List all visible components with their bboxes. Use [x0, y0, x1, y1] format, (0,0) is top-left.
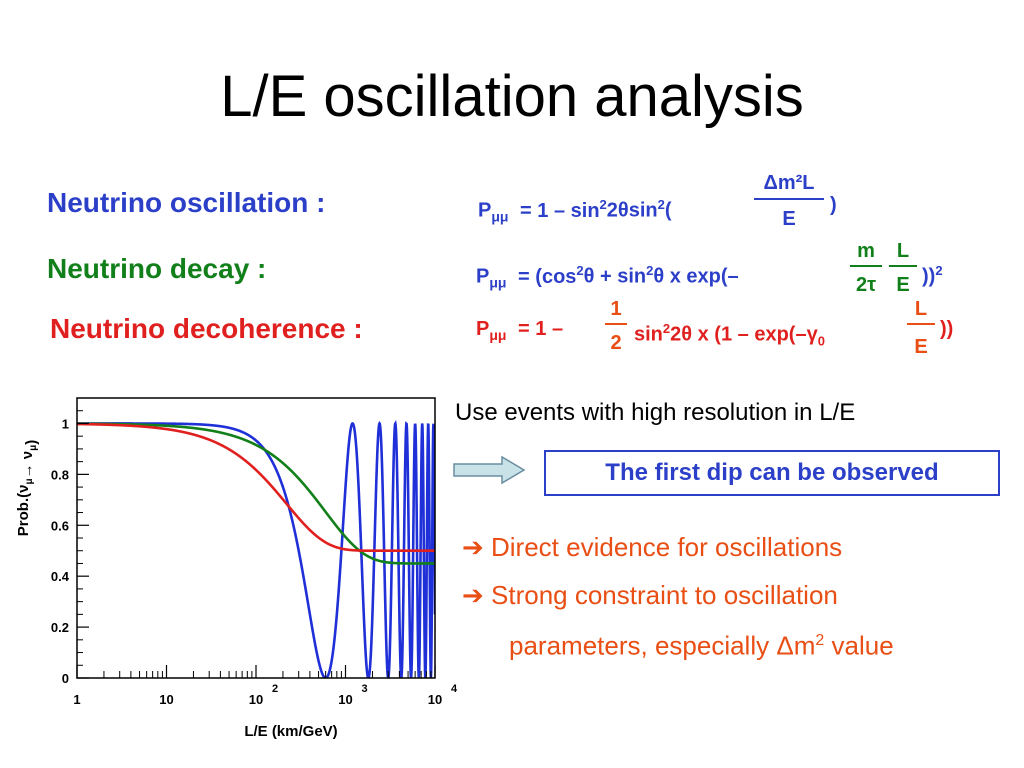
prob-subscript: μμ [489, 327, 507, 343]
formula-sup: 2 [599, 197, 607, 212]
decoherence-formula-close: )) [940, 318, 954, 340]
y-axis-label-part: μ [24, 478, 35, 484]
formula-part: = (cos [518, 265, 577, 288]
formula-part: 2θ x (1 – exp(–γ [670, 323, 818, 346]
y-axis-label-text: Prob.(νμ→ νμ) [15, 440, 40, 536]
decoherence-frac1-den: 2 [610, 332, 622, 354]
y-axis-label-part: ν [19, 451, 36, 459]
formula-sup: 2 [935, 263, 943, 278]
formula-part: sin [634, 323, 663, 346]
decay-frac1-den: 2τ [855, 274, 877, 296]
formula-part: = 1 – sin [520, 199, 600, 222]
y-tick-label: 0.6 [51, 518, 69, 533]
decay-frac2-den: E [896, 274, 910, 296]
x-tick-label: 10 [428, 692, 442, 707]
bullet-strong-constraint: ➔ Strong constraint to oscillation [462, 580, 838, 610]
bullet-strong-constraint-cont: parameters, especially Δm2 value [509, 626, 894, 661]
y-tick-label: 0.8 [51, 467, 69, 482]
y-tick-label: 0.2 [51, 620, 69, 635]
fraction-bar [850, 265, 882, 267]
formula-sup: 2 [657, 197, 665, 212]
x-tick-exponent: 3 [362, 683, 368, 695]
formula-part: )) [922, 265, 936, 288]
right-arrow-icon [453, 455, 526, 485]
x-tick-label: 10 [159, 692, 173, 707]
x-tick-exponent: 2 [272, 683, 278, 695]
formula-part: = 1 – [518, 318, 564, 340]
decay-formula-close: ))2 [922, 258, 943, 290]
bullet-direct-evidence: ➔ Direct evidence for oscillations [462, 532, 843, 562]
decay-formula: Pμμ = (cos2θ + sin2θ x exp(– [476, 258, 739, 296]
y-axis-label-part: μ [28, 445, 39, 451]
x-axis-label: L/E (km/GeV) [244, 723, 337, 740]
formula-sup: 2 [576, 263, 584, 278]
fraction-bar [889, 265, 917, 267]
fraction-bar [907, 323, 935, 325]
formula-part: θ + sin [583, 265, 647, 288]
oscillation-formula: Pμμ = 1 – sin22θsin2( [478, 192, 672, 230]
oscillation-frac-num: Δm²L [763, 172, 815, 194]
curve-decay [77, 422, 435, 565]
oscillation-frac-den: E [782, 208, 796, 230]
y-axis-label: Prob.(νμ→ νμ) [15, 440, 40, 536]
slide-title: L/E oscillation analysis [220, 64, 804, 129]
oscillation-formula-close: ) [830, 194, 837, 216]
y-tick-label: 0 [62, 671, 69, 686]
prob-subscript: μμ [491, 208, 509, 225]
decoherence-formula: Pμμ = 1 – [476, 316, 563, 348]
bullet-text: value [824, 630, 894, 661]
bullet-sup: 2 [815, 632, 825, 649]
formula-sup: 2 [662, 321, 671, 336]
probability-chart: 0 0.2 0.4 0.6 0.8 1 1 10 10 2 10 3 10 4 L/E (km/GeV) Pr… [15, 397, 458, 740]
prob-symbol: P [476, 318, 490, 340]
decoherence-frac2-num: L [914, 298, 928, 320]
x-tick-label: 10 [249, 692, 263, 707]
prob-symbol: P [476, 265, 490, 288]
x-tick-exponent: 4 [451, 683, 458, 695]
first-dip-box: The first dip can be observed [544, 450, 1000, 496]
decay-label: Neutrino decay : [47, 253, 267, 284]
y-axis-label-part: → [19, 459, 36, 478]
decay-frac2-num: L [896, 240, 910, 262]
bullet-text: parameters, especially Δm [509, 630, 816, 661]
prob-subscript: μμ [489, 274, 507, 291]
decoherence-frac1-num: 1 [610, 298, 622, 320]
y-axis-label-part: ν [15, 485, 32, 493]
fraction-bar [605, 323, 627, 325]
x-tick-label: 10 [338, 692, 352, 707]
y-axis-label-part: ) [23, 440, 40, 445]
formula-part: θ x exp(– [653, 265, 739, 288]
oscillation-label: Neutrino oscillation : [47, 187, 326, 218]
fraction-bar [754, 198, 824, 200]
notes-heading: Use events with high resolution in L/E [455, 399, 856, 426]
formula-part: 2θsin [606, 199, 658, 222]
curve-decoherence [77, 422, 435, 553]
y-tick-label: 1 [62, 416, 69, 431]
decay-frac1-num: m [857, 240, 875, 262]
y-axis-label-part: Prob.( [15, 493, 32, 536]
formula-part: ( [664, 199, 672, 222]
y-tick-label: 0.4 [51, 569, 70, 584]
formula-sup: 2 [646, 263, 654, 278]
decoherence-frac2-den: E [914, 336, 928, 358]
prob-symbol: P [478, 199, 492, 222]
decoherence-formula-mid: sin22θ x (1 – exp(–γ0 [634, 316, 825, 355]
x-tick-label: 1 [73, 692, 80, 707]
formula-sub: 0 [817, 333, 825, 349]
decoherence-label: Neutrino decoherence : [50, 313, 363, 344]
